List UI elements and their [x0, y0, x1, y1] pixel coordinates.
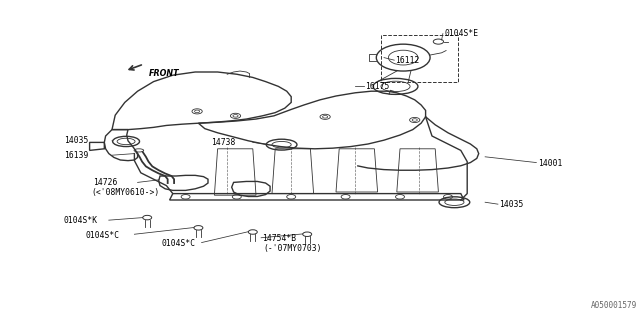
Text: 0104S*C: 0104S*C — [85, 231, 119, 240]
Text: 0104S*K: 0104S*K — [64, 216, 98, 225]
Text: 0104S*E: 0104S*E — [445, 29, 479, 38]
Text: 14726: 14726 — [93, 178, 117, 187]
Text: (-'07MY0703): (-'07MY0703) — [264, 244, 322, 252]
Text: 16139: 16139 — [64, 151, 88, 160]
Text: 14754*B: 14754*B — [262, 234, 296, 243]
Text: 14035: 14035 — [499, 200, 524, 209]
Bar — [381, 35, 458, 82]
Text: 14001: 14001 — [538, 159, 562, 168]
Text: FRONT: FRONT — [149, 69, 180, 78]
Text: 16175: 16175 — [365, 82, 389, 91]
Text: 16112: 16112 — [396, 56, 420, 65]
Text: 14738: 14738 — [211, 138, 236, 147]
Text: (<'08MY0610->): (<'08MY0610->) — [92, 188, 160, 196]
Text: 0104S*C: 0104S*C — [161, 239, 195, 248]
Text: A050001579: A050001579 — [591, 301, 637, 310]
Text: 14035: 14035 — [64, 136, 88, 145]
